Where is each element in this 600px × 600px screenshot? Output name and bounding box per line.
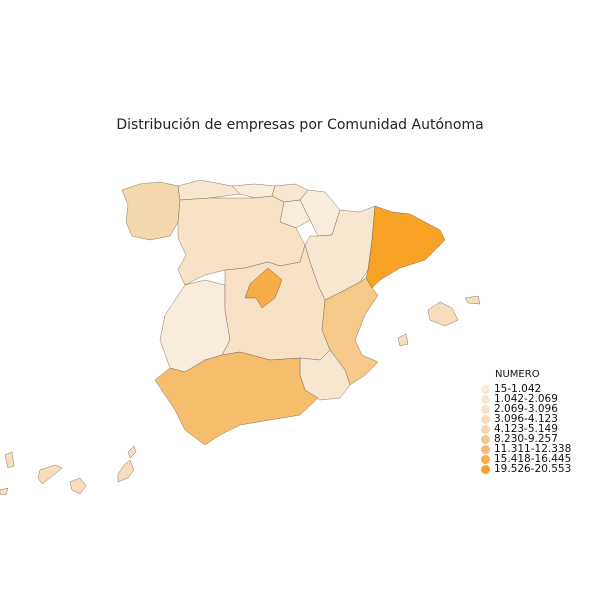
legend-item: 8.230-9.257 <box>481 433 571 445</box>
legend-swatch <box>481 454 490 464</box>
legend-item: 19.526-20.553 <box>481 463 572 475</box>
legend-swatch <box>481 384 490 394</box>
region-andalucia <box>154 351 319 446</box>
legend-item: 15-1.042 <box>481 383 571 395</box>
region-illes-balears <box>397 295 481 347</box>
legend-swatch <box>481 394 490 404</box>
legend-swatch <box>481 464 490 474</box>
legend: NUMERO 15-1.042 1.042-2.069 2.069-3.096 3.0… <box>481 369 572 475</box>
legend-label: 4.123-5.149 <box>494 423 558 435</box>
legend-item: 3.096-4.123 <box>481 413 571 425</box>
legend-label: 2.069-3.096 <box>494 403 558 415</box>
map-title: Distribución de empresas por Comunidad A… <box>116 117 484 133</box>
region-cantabria <box>231 183 276 199</box>
legend-item: 1.042-2.069 <box>481 393 571 405</box>
legend-swatch <box>481 444 490 454</box>
legend-swatch <box>481 404 490 414</box>
legend-label: 19.526-20.553 <box>494 463 572 475</box>
region-comunidad-valenciana <box>321 277 379 386</box>
legend-label: 8.230-9.257 <box>494 433 558 445</box>
legend-item: 2.069-3.096 <box>481 403 571 415</box>
legend-label: 11.311-12.338 <box>494 443 572 455</box>
legend-label: 1.042-2.069 <box>494 393 558 405</box>
legend-swatch <box>481 434 490 444</box>
legend-label: 3.096-4.123 <box>494 413 558 425</box>
region-castilla-la-mancha <box>221 244 331 361</box>
legend-label: 15.418-16.445 <box>494 453 572 465</box>
region-cataluna <box>365 205 446 289</box>
legend-title: NUMERO <box>495 369 540 380</box>
region-canarias <box>0 445 137 496</box>
legend-swatch <box>481 424 490 434</box>
legend-item: 15.418-16.445 <box>481 453 572 465</box>
region-asturias <box>177 179 241 201</box>
legend-item: 4.123-5.149 <box>481 423 571 435</box>
region-galicia <box>121 181 181 241</box>
legend-swatch <box>481 414 490 424</box>
legend-item: 11.311-12.338 <box>481 443 572 455</box>
legend-label: 15-1.042 <box>494 383 542 395</box>
